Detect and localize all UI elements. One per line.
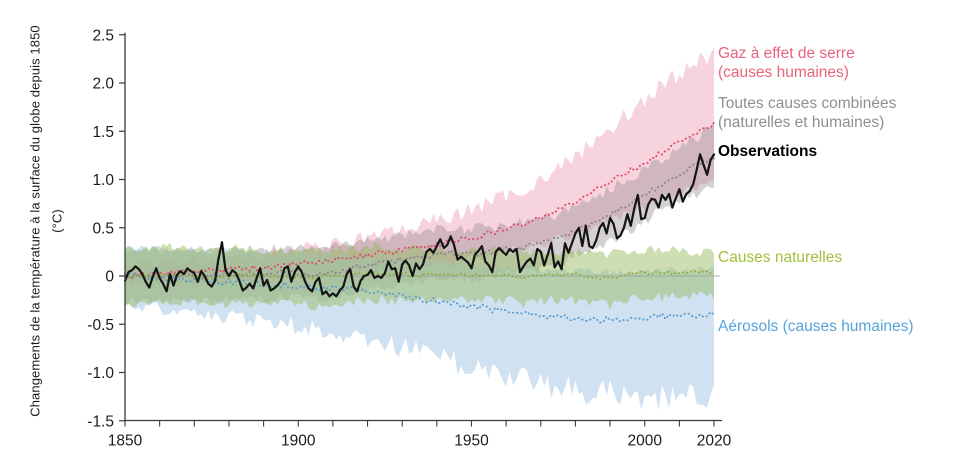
legend-label-line: Aérosols (causes humaines): [718, 318, 914, 335]
legend-label-line: Gaz à effet de serre: [718, 45, 855, 62]
y-tick-label: -1.5: [87, 413, 114, 430]
y-tick-label: 1.5: [92, 124, 114, 141]
legend-item-natural-causes: Causes naturelles: [718, 248, 842, 267]
x-tick-label: 2000: [627, 433, 662, 450]
observations-line: [123, 153, 716, 298]
x-tick-label: 1850: [108, 433, 143, 450]
x-tick-label: 1900: [281, 433, 316, 450]
y-tick-label: 0: [105, 269, 114, 286]
legend-label-line: Observations: [718, 143, 818, 160]
y-tick-label: 2.5: [92, 27, 114, 44]
combined-median-line: [124, 156, 715, 280]
y-tick-label: 0.5: [92, 220, 114, 237]
y-tick-label: 1.0: [92, 172, 114, 189]
ghg-uncertainty-band: [125, 47, 714, 289]
ghg-median-line: [124, 121, 715, 280]
legend-label-line: Causes naturelles: [718, 249, 843, 266]
natural-median-line: [124, 269, 715, 283]
x-tick-label: 1950: [454, 433, 489, 450]
legend-item-observations: Observations: [718, 142, 817, 161]
y-tick-label: -0.5: [87, 317, 114, 334]
aerosols-median-line: [124, 272, 715, 324]
y-tick-label: -1.0: [87, 365, 114, 382]
legend-item-aerosols: Aérosols (causes humaines): [718, 317, 914, 336]
legend-item-greenhouse-gases: Gaz à effet de serre (causes humaines): [718, 44, 855, 82]
y-axis-title: Changements de la température à la surfa…: [27, 25, 43, 417]
legend-item-all-causes-combined: Toutes causes combinées (naturelles et h…: [718, 94, 896, 132]
legend-label-line: Toutes causes combinées: [718, 95, 897, 112]
x-tick-label: 2020: [697, 433, 732, 450]
legend-label-line: (naturelles et humaines): [718, 114, 885, 131]
legend-label-line: (causes humaines): [718, 64, 849, 81]
y-tick-label: 2.0: [92, 76, 114, 93]
aerosols-uncertainty-band: [125, 245, 714, 411]
y-axis-unit: (°C): [49, 209, 65, 233]
